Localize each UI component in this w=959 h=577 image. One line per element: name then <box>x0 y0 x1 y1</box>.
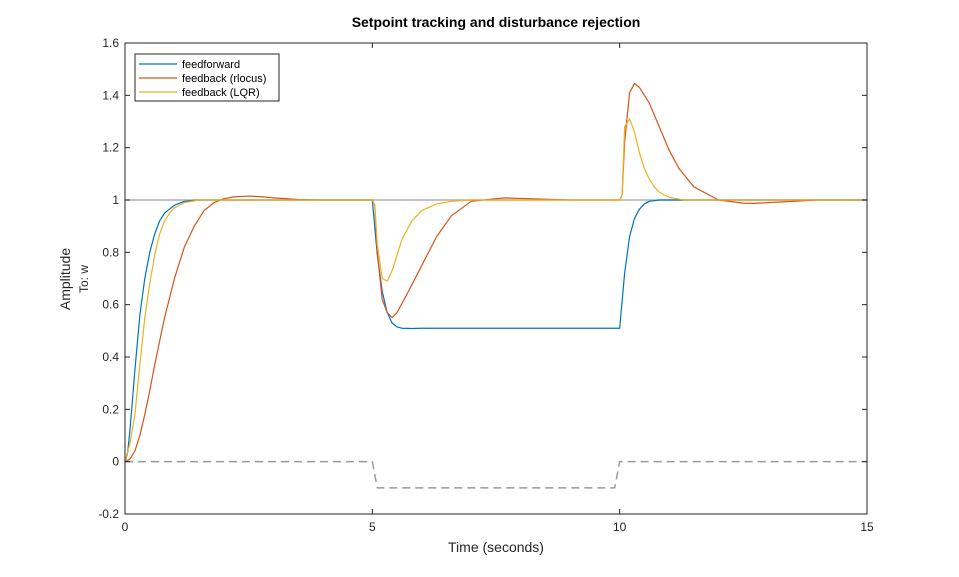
y-axis-output-label: To: w <box>77 265 91 293</box>
axes-frame <box>124 42 868 515</box>
y-tick-label: 1.4 <box>102 88 119 102</box>
y-tick-label: 0.6 <box>102 298 119 312</box>
y-tick-label: -0.2 <box>98 507 119 521</box>
series-line-feedforward <box>124 199 867 462</box>
y-tick-label: 0.4 <box>102 350 119 364</box>
y-tick-label: 1.2 <box>102 141 119 155</box>
plot-area: 0 5 10 15-0.200.20.40.60.811.21.41.6 <box>98 36 874 534</box>
y-tick-label: 0 <box>112 455 119 469</box>
legend-label-feedback-lqr: feedback (LQR) <box>182 87 260 99</box>
series-layer <box>124 82 867 489</box>
disturbance-line <box>125 460 867 489</box>
series-line-feedback-rlocus <box>124 82 867 463</box>
y-tick-label: 0.8 <box>102 245 119 259</box>
legend: feedforward feedback (rlocus) feedback (… <box>134 53 280 102</box>
axes-box <box>125 43 867 514</box>
chart-title: Setpoint tracking and disturbance reject… <box>352 14 641 30</box>
ticks-layer: 0 5 10 15-0.200.20.40.60.811.21.41.6 <box>98 36 874 534</box>
legend-label-feedback-rlocus: feedback (rlocus) <box>182 73 266 85</box>
x-tick-label: 15 <box>860 520 874 534</box>
series-line-feedback-lqr <box>124 118 867 462</box>
x-tick-label: 10 <box>613 520 627 534</box>
legend-label-feedforward: feedforward <box>182 59 240 71</box>
y-tick-label: 0.2 <box>102 402 119 416</box>
x-axis-label: Time (seconds) <box>448 539 544 555</box>
x-tick-label: 5 <box>369 520 376 534</box>
x-tick-label: 0 <box>122 520 129 534</box>
y-axis-label: Amplitude <box>57 248 73 310</box>
y-tick-label: 1.6 <box>102 36 119 50</box>
y-tick-label: 1 <box>112 193 119 207</box>
